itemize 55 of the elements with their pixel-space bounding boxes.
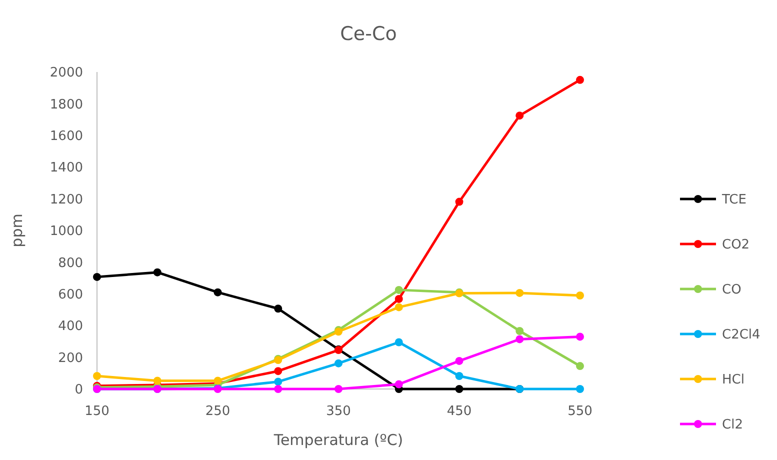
point [576,76,584,84]
point [576,362,584,370]
y-tick-label: 1800 [50,97,83,112]
point [394,303,403,312]
point [394,380,403,388]
point [576,291,584,300]
legend-label: CO2 [722,238,750,253]
point [274,367,282,376]
legend-label: CO [722,282,742,298]
chart-title: Ce-Co [340,23,397,45]
point [455,198,464,206]
point [516,112,524,120]
point [274,385,282,393]
point [93,372,101,380]
point [153,268,162,276]
x-tick-label: 550 [568,404,592,419]
y-tick-label: 600 [58,287,83,302]
y-tick-label: 1200 [50,192,83,208]
point [394,294,403,303]
point [516,288,524,297]
x-tick-label: 350 [326,404,351,419]
y-tick-label: 0 [74,382,83,398]
y-tick-label: 2000 [50,66,83,81]
legend-label: C2Cl4 [722,328,760,343]
point [455,372,464,380]
point [516,326,524,335]
point [576,332,584,341]
x-axis-title: Temperatura (ºC) [272,431,404,449]
y-tick-label: 400 [58,319,83,334]
x-tick-label: 450 [446,404,472,419]
y-axis-title: ppm [8,214,26,248]
legend-label: TCE [721,192,746,208]
point [93,272,101,281]
point [274,378,282,386]
y-tick-label: 200 [58,350,83,366]
point [334,385,342,393]
point [576,385,584,393]
point [334,359,342,368]
x-tick-label: 250 [205,404,230,419]
y-tick-label: 1400 [50,160,83,176]
point [455,385,464,393]
point [516,335,524,344]
point [455,356,464,365]
legend-label: Cl2 [722,418,743,433]
y-tick-label: 1000 [50,224,83,240]
point [394,338,403,346]
legend-label: HCl [722,372,744,388]
point [214,376,222,385]
point [274,304,282,313]
x-tick-label: 150 [84,404,110,419]
y-tick-label: 1600 [50,128,83,144]
point [153,376,162,385]
y-tick-label: 800 [58,256,83,271]
point [394,286,403,294]
point [214,288,222,296]
